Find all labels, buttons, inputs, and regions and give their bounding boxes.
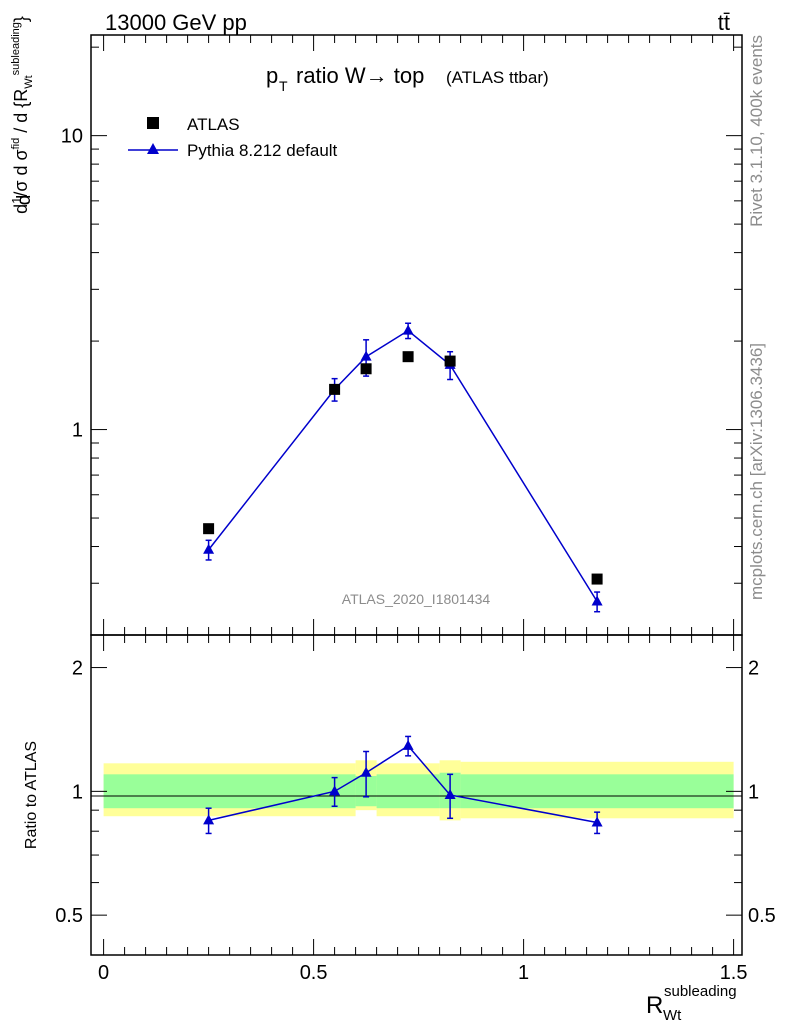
ratio-series-line — [208, 744, 598, 824]
main-ticks: 1 10 — [61, 35, 742, 636]
atlas-point — [360, 363, 372, 375]
ratio-band-inner — [103, 774, 356, 809]
process-label: tt̄ — [718, 10, 730, 35]
main-data — [203, 322, 603, 613]
rivet-label: Rivet 3.1.10, 400k events — [747, 35, 766, 227]
legend-mc-label: Pythia 8.212 default — [187, 141, 338, 160]
main-ytick-label: 10 — [61, 126, 83, 148]
legend-mc-marker — [147, 143, 159, 154]
ratio-data — [203, 735, 603, 835]
legend-atlas-label: ATLAS — [187, 115, 240, 134]
ratio-frame — [90, 634, 743, 956]
ratio-point — [360, 766, 372, 777]
xlabel-sup: subleading — [664, 983, 737, 1000]
ratio-band-inner — [376, 774, 440, 809]
ratio-point — [591, 816, 603, 827]
svg-text:d: d — [14, 195, 35, 206]
atlas-point — [591, 573, 603, 585]
xtick-label: 0.5 — [300, 962, 328, 984]
ratio-point — [444, 788, 456, 799]
mc-point — [360, 350, 372, 361]
title-main: ratio W→ top — [296, 63, 424, 88]
energy-label: 13000 GeV pp — [105, 10, 247, 35]
title-suffix: (ATLAS ttbar) — [446, 68, 549, 87]
atlas-point — [329, 383, 341, 395]
atlas-point — [203, 523, 215, 535]
ratio-ytick-label-right: 2 — [748, 658, 759, 680]
ratio-band-inner — [460, 774, 734, 809]
xtick-label: 1.5 — [720, 962, 748, 984]
ratio-bands — [103, 760, 734, 821]
mc-point — [203, 543, 215, 554]
main-ylabel-full: d1/σ d σfid / d {RWtsubleading} — [9, 16, 35, 214]
atlas-point — [444, 355, 456, 367]
ratio-ytick-label-left: 0.5 — [55, 905, 83, 927]
ratio-ytick-label-left: 1 — [72, 781, 83, 803]
mc-series-line — [208, 329, 598, 602]
xlabel-sub: Wt — [663, 1007, 682, 1024]
source-label: mcplots.cern.ch [arXiv:1306.3436] — [747, 343, 766, 600]
main-ytick-label: 1 — [72, 420, 83, 442]
main-panel: 1 10 p T ratio W→ top (ATLAS ttbar) ATLAS… — [61, 34, 743, 636]
legend-atlas-marker — [147, 117, 159, 129]
mc-point — [591, 595, 603, 606]
ratio-point — [329, 785, 341, 796]
title-p-sub: T — [279, 78, 288, 94]
svg-text:d1/σ d σfid / d {RWtsubleading: d1/σ d σfid / d {RWtsubleading} — [9, 16, 35, 214]
xlabel-main: R — [646, 992, 663, 1019]
main-ylabel: d — [14, 195, 35, 206]
ratio-ytick-label-left: 2 — [72, 658, 83, 680]
xtick-label: 1 — [518, 962, 529, 984]
title-p: p — [266, 63, 278, 88]
ratio-ytick-label-right: 0.5 — [748, 905, 776, 927]
mc-point — [402, 324, 414, 335]
ratio-ticks: 0.5 0.5 1 1 2 2 0 0.5 1 1.5 — [55, 635, 776, 984]
xtick-label: 0 — [98, 962, 109, 984]
analysis-label: ATLAS_2020_I1801434 — [342, 591, 491, 607]
ratio-point — [402, 739, 414, 750]
ratio-point — [203, 814, 215, 825]
atlas-point — [402, 351, 414, 363]
ratio-ylabel: Ratio to ATLAS — [23, 741, 40, 849]
ratio-ytick-label-right: 1 — [748, 781, 759, 803]
ratio-panel: 0.5 0.5 1 1 2 2 0 0.5 1 1.5 — [55, 634, 776, 984]
